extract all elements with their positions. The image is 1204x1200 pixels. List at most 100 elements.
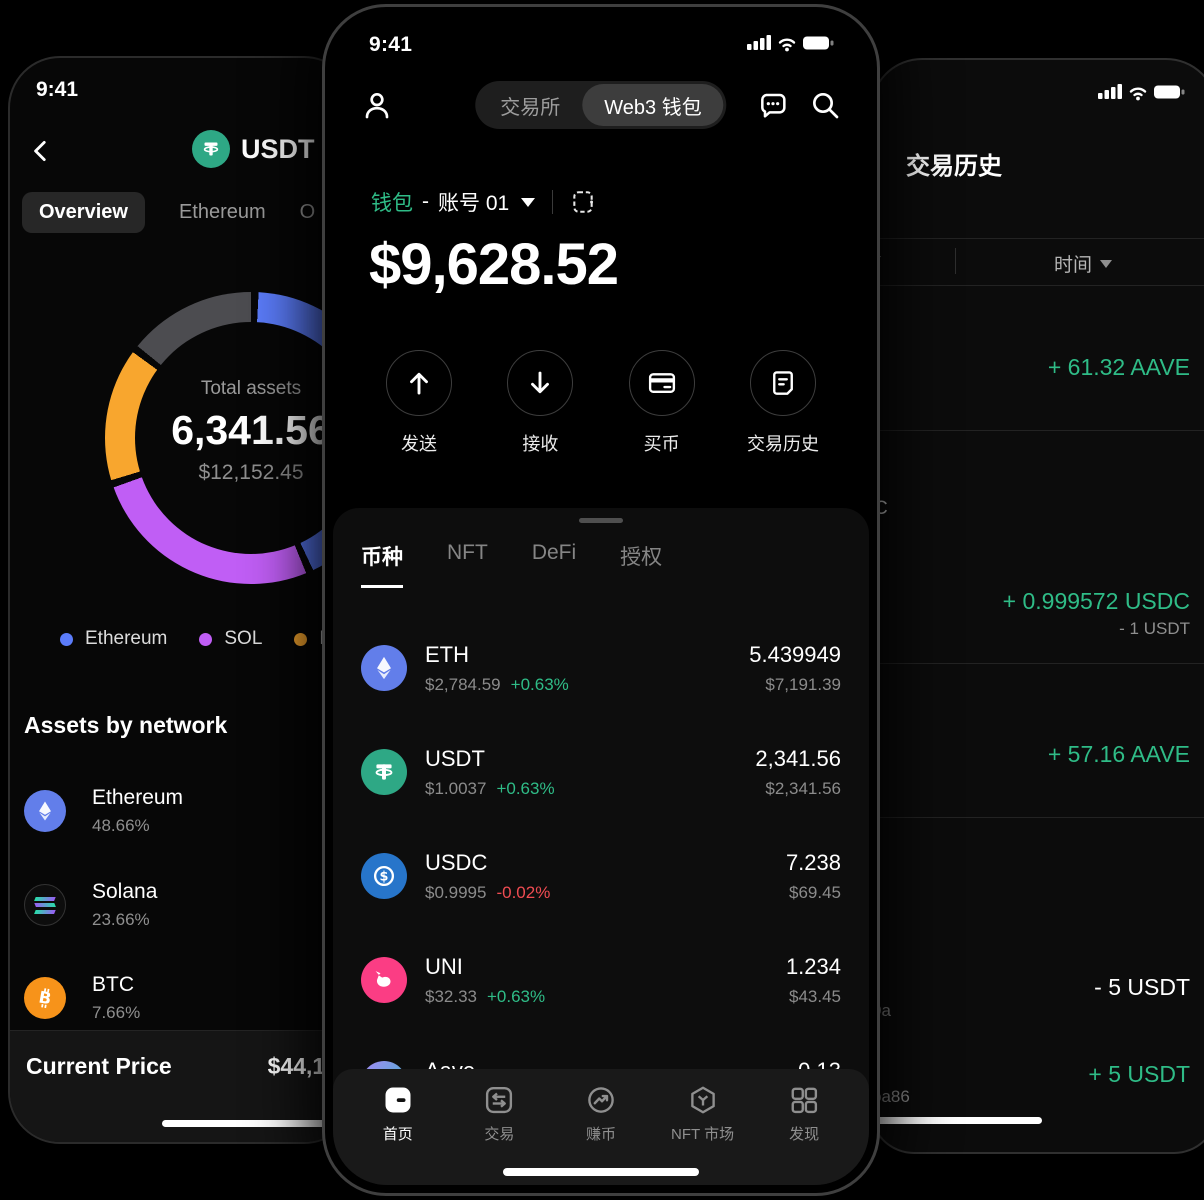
phone-left-asset-detail: 9:41 USDT Overview Ethereum O Total asse… — [8, 56, 356, 1144]
nav-nft-market[interactable]: NFT 市场 — [655, 1085, 751, 1185]
home-indicator[interactable] — [162, 1120, 330, 1127]
wallet-label: 钱包 — [371, 192, 413, 215]
legend-dot-ethereum — [60, 632, 73, 646]
send-button[interactable]: 发送 — [367, 350, 471, 456]
token-row-eth[interactable]: ETH $2,784.59 +0.63% 5.439949 $7,191.39 — [333, 616, 869, 720]
buy-crypto-button[interactable]: 买币 — [610, 350, 714, 456]
send-arrow-up-icon — [386, 350, 452, 416]
donut-center-labels: Total assets 6,341.56 $12,152.45 — [105, 292, 354, 584]
eth-icon — [361, 645, 407, 691]
scan-icon[interactable] — [570, 189, 596, 215]
status-time: 9:41 — [369, 33, 413, 56]
search-icon[interactable] — [809, 89, 841, 121]
token-row-uni[interactable]: UNI $32.33 +0.63% 1.234 $43.45 — [333, 928, 869, 1032]
nft-hexagon-icon — [690, 1086, 715, 1114]
divider — [552, 190, 554, 214]
page-title-history: 交易历史 — [906, 153, 1002, 180]
wifi-icon — [778, 38, 796, 48]
exchange-wallet-toggle: 交易所 Web3 钱包 — [475, 81, 727, 129]
divider — [872, 817, 1204, 818]
home-indicator[interactable] — [503, 1168, 699, 1176]
token-row-usdc[interactable]: $ USDC $0.9995 -0.02% 7.238 $69.45 — [333, 824, 869, 928]
page-title: USDT — [192, 130, 315, 168]
asset-tabs: Overview Ethereum O — [22, 192, 352, 233]
tx-amount[interactable]: + 57.16 AAVE — [1047, 741, 1190, 767]
wifi-icon — [1129, 87, 1147, 97]
status-icons — [747, 35, 834, 52]
status-time: 9:41 — [36, 78, 79, 101]
asset-donut-chart: Total assets 6,341.56 $12,152.45 — [105, 292, 354, 584]
ethereum-icon — [24, 790, 66, 832]
uni-icon — [361, 957, 407, 1003]
bottom-nav: 首页 交易 赚币 NFT 市场 发现 — [333, 1069, 869, 1185]
receive-button[interactable]: 接收 — [488, 350, 592, 456]
tx-partial-text: ba86 — [872, 1087, 910, 1106]
account-selector-row: 钱包 - 账号 01 — [333, 187, 869, 217]
asset-title: USDT — [241, 133, 315, 164]
chart-legend: Ethereum SOL BTC — [60, 628, 354, 650]
caret-down-icon[interactable] — [521, 197, 536, 207]
token-list: ETH $2,784.59 +0.63% 5.439949 $7,191.39 — [333, 616, 869, 1136]
network-row-btc[interactable]: B BTC 7.66% — [24, 973, 140, 1023]
tab-partial[interactable]: O — [299, 201, 316, 223]
nav-trade[interactable]: 交易 — [451, 1085, 547, 1185]
account-name[interactable]: 账号 01 — [438, 192, 510, 215]
tx-amount[interactable]: + 5 USDT — [1088, 1061, 1190, 1087]
tx-amount[interactable]: - 5 USDT — [1094, 974, 1190, 1000]
drag-handle[interactable] — [579, 518, 623, 523]
total-balance: $9,628.52 — [369, 232, 619, 297]
status-icons — [1098, 82, 1188, 107]
nav-home[interactable]: 首页 — [350, 1085, 446, 1185]
divider — [872, 663, 1204, 664]
divider — [872, 238, 1204, 239]
history-button[interactable]: 交易历史 — [731, 350, 835, 456]
tx-amount[interactable]: + 0.999572 USDC — [1002, 588, 1190, 614]
earn-icon — [588, 1087, 614, 1113]
signal-icon — [747, 35, 771, 50]
battery-icon — [1154, 85, 1185, 99]
home-indicator[interactable] — [872, 1117, 1042, 1124]
time-filter[interactable]: 时间 — [1054, 250, 1113, 277]
tab-coins[interactable]: 币种 — [361, 541, 403, 588]
tab-nft[interactable]: NFT — [447, 541, 488, 564]
chat-icon[interactable] — [757, 89, 789, 121]
quick-actions: 发送 接收 买币 交易 — [333, 350, 869, 456]
token-row-usdt[interactable]: USDT $1.0037 +0.63% 2,341.56 $2,341.56 — [333, 720, 869, 824]
back-button[interactable] — [28, 138, 54, 169]
chevron-left-icon — [34, 140, 46, 162]
tab-ethereum[interactable]: Ethereum — [178, 201, 266, 223]
tx-amount[interactable]: + 61.32 AAVE — [1047, 354, 1190, 380]
home-icon — [385, 1087, 411, 1113]
tab-defi[interactable]: DeFi — [531, 541, 577, 564]
svg-text:$: $ — [380, 870, 389, 885]
network-row-ethereum[interactable]: Ethereum 48.66% — [24, 786, 183, 836]
total-assets-fiat: $12,152.45 — [198, 461, 304, 484]
total-assets-label: Total assets — [200, 378, 302, 399]
grid-icon — [791, 1087, 818, 1114]
nav-discover[interactable]: 发现 — [756, 1085, 852, 1185]
asset-tabs: 币种 NFT DeFi 授权 — [333, 541, 869, 588]
svg-text:B: B — [37, 987, 53, 1008]
phone-center-wallet-home: 9:41 交易所 Web3 钱包 钱包 — [322, 4, 880, 1196]
caret-down-icon — [1100, 259, 1113, 268]
card-icon — [628, 350, 695, 416]
nav-earn[interactable]: 赚币 — [553, 1085, 649, 1185]
tab-approvals[interactable]: 授权 — [620, 546, 663, 569]
toggle-exchange[interactable]: 交易所 — [500, 96, 561, 119]
section-title-assets-by-network: Assets by network — [24, 712, 228, 738]
profile-icon[interactable] — [361, 89, 393, 121]
network-row-solana[interactable]: Solana 23.66% — [24, 880, 157, 930]
donut-ring — [105, 292, 354, 584]
tab-overview[interactable]: Overview — [22, 192, 145, 233]
tx-sub-amount: - 1 USDT — [1119, 619, 1190, 638]
usdt-icon — [361, 749, 407, 795]
filter-divider — [955, 248, 956, 274]
wallet-header: 交易所 Web3 钱包 — [333, 79, 869, 131]
legend-dot-btc — [294, 632, 308, 646]
phone-right-transaction-history: 交易历史 时间 + 61.32 AAVE ) C + 0.999572 USDC… — [870, 58, 1204, 1154]
divider — [872, 430, 1204, 431]
toggle-web3-wallet[interactable]: Web3 钱包 — [582, 84, 724, 126]
total-assets-value: 6,341.56 — [171, 407, 331, 453]
legend-dot-sol — [199, 632, 213, 646]
